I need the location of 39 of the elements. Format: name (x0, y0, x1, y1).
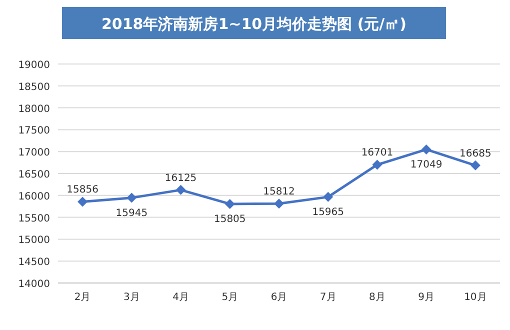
y-tick-label: 16500 (18, 170, 50, 180)
y-tick-label: 18000 (18, 104, 50, 115)
data-label: 15965 (312, 206, 344, 218)
data-label: 15812 (263, 186, 295, 198)
x-tick-label: 8月 (369, 292, 386, 303)
y-tick-label: 18500 (18, 82, 50, 93)
data-label: 15856 (66, 184, 98, 196)
point (176, 184, 186, 195)
point (126, 192, 137, 203)
x-tick-label: 9月 (418, 292, 435, 303)
x-tick-label: 10月 (464, 292, 487, 303)
y-tick-label: 14000 (18, 279, 50, 290)
y-tick-label: 17000 (18, 148, 50, 159)
x-tick-label: 5月 (222, 292, 238, 303)
point (224, 198, 235, 209)
x-tick-label: 6月 (270, 292, 288, 303)
data-label: 15945 (116, 208, 148, 219)
data-label: 15805 (214, 214, 246, 225)
y-tick-label: 15500 (18, 213, 50, 224)
data-label: 16701 (361, 148, 394, 159)
point (78, 196, 88, 207)
y-tick-label: 14500 (18, 257, 50, 268)
data-label: 16125 (164, 172, 197, 184)
point (421, 144, 432, 154)
y-tick-label: 15000 (18, 235, 50, 246)
data-label: 17049 (410, 159, 442, 170)
chart-title: 2018年济南新房1~10月均价走势图 (元/㎡) (101, 15, 407, 33)
x-tick-label: 7月 (320, 292, 336, 303)
point (323, 192, 334, 202)
y-tick-label: 19000 (18, 60, 50, 71)
x-tick-label: 2月 (74, 292, 91, 303)
x-tick-label: 4月 (172, 292, 189, 303)
x-tick-label: 3月 (123, 292, 140, 303)
point (274, 198, 284, 209)
point (372, 160, 382, 170)
y-tick-label: 17500 (18, 126, 50, 137)
y-tick-label: 16000 (18, 191, 50, 202)
data-label: 16685 (460, 148, 492, 160)
point (470, 160, 480, 170)
